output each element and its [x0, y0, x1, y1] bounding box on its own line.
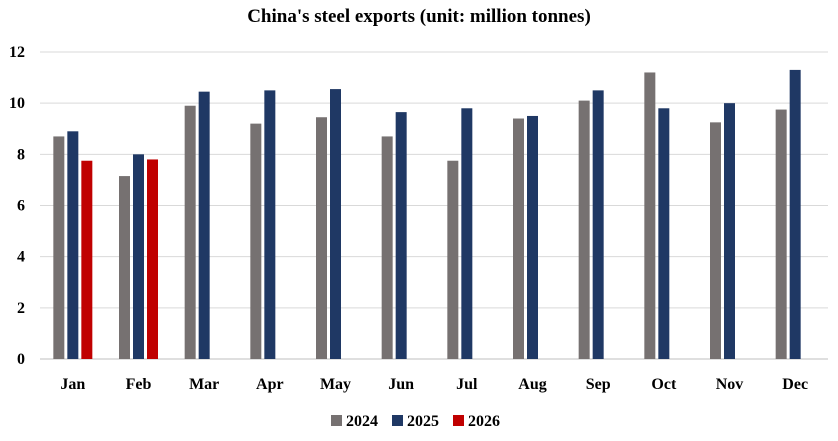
bar-2024-Jan	[53, 136, 65, 359]
bar-2025-Jan	[67, 131, 79, 359]
legend-swatch-2024	[331, 415, 342, 426]
bar-2024-Apr	[250, 123, 262, 359]
legend-label-2025: 2025	[407, 413, 439, 430]
bar-2025-Apr	[264, 90, 276, 359]
bar-2025-Mar	[198, 91, 210, 359]
bar-2025-Sep	[592, 90, 604, 359]
x-tick-label: Mar	[189, 376, 219, 393]
y-tick-label: 2	[17, 300, 25, 317]
legend-swatch-2026	[453, 415, 464, 426]
bar-2025-Oct	[658, 108, 670, 360]
legend-label-2026: 2026	[468, 413, 500, 430]
gridlines	[40, 51, 828, 309]
x-tick-labels: Jan Feb Mar Apr May Jun Jul Aug Sep Oct Nov Dec	[60, 376, 808, 393]
bar-2024-Feb	[119, 176, 130, 359]
y-tick-label: 0	[17, 351, 25, 368]
bar-2024-Jul	[447, 160, 459, 359]
bar-2025-May	[330, 89, 341, 360]
x-tick-label: Dec	[782, 376, 808, 393]
x-tick-label: Feb	[126, 376, 152, 393]
x-tick-label: May	[320, 376, 351, 393]
x-tick-label: Jul	[456, 376, 478, 393]
bar-2025-Aug	[527, 115, 538, 359]
y-tick-labels: 0 2 4 6 8 10 12	[9, 44, 25, 368]
x-tick-label: Jun	[388, 376, 414, 393]
legend-label-2024: 2024	[346, 413, 378, 430]
x-tick-label: Apr	[256, 376, 284, 393]
y-tick-label: 4	[17, 249, 25, 266]
bar-2025-Dec	[789, 69, 801, 360]
bar-2026-Jan	[81, 160, 93, 359]
bar-2024-Sep	[578, 100, 590, 359]
bar-2026-Feb	[147, 159, 158, 359]
x-tick-label: Oct	[651, 376, 677, 393]
legend-swatch-2025	[392, 415, 403, 426]
y-tick-label: 8	[17, 146, 25, 163]
bar-2024-Mar	[184, 105, 196, 359]
bar-2024-Aug	[513, 118, 524, 360]
chart-title: China's steel exports (unit: million ton…	[247, 6, 591, 27]
bar-2024-Oct	[644, 72, 656, 359]
bar-2024-May	[316, 117, 327, 359]
x-tick-label: Nov	[716, 376, 744, 393]
bar-2025-Jun	[395, 112, 407, 359]
x-tick-label: Aug	[518, 376, 546, 393]
bar-2024-Nov	[710, 122, 721, 360]
x-tick-label: Jan	[60, 376, 85, 393]
bar-2025-Jul	[461, 108, 473, 360]
y-tick-label: 6	[17, 198, 25, 215]
bar-2025-Feb	[133, 154, 144, 359]
bar-2025-Nov	[724, 103, 735, 360]
bars	[53, 69, 801, 360]
bar-2024-Dec	[775, 109, 787, 359]
y-tick-label: 12	[9, 44, 25, 61]
y-tick-label: 10	[9, 95, 25, 112]
legend: 2024 2025 2026	[331, 413, 500, 430]
bar-2024-Jun	[381, 136, 393, 359]
x-tick-label: Sep	[586, 376, 611, 393]
